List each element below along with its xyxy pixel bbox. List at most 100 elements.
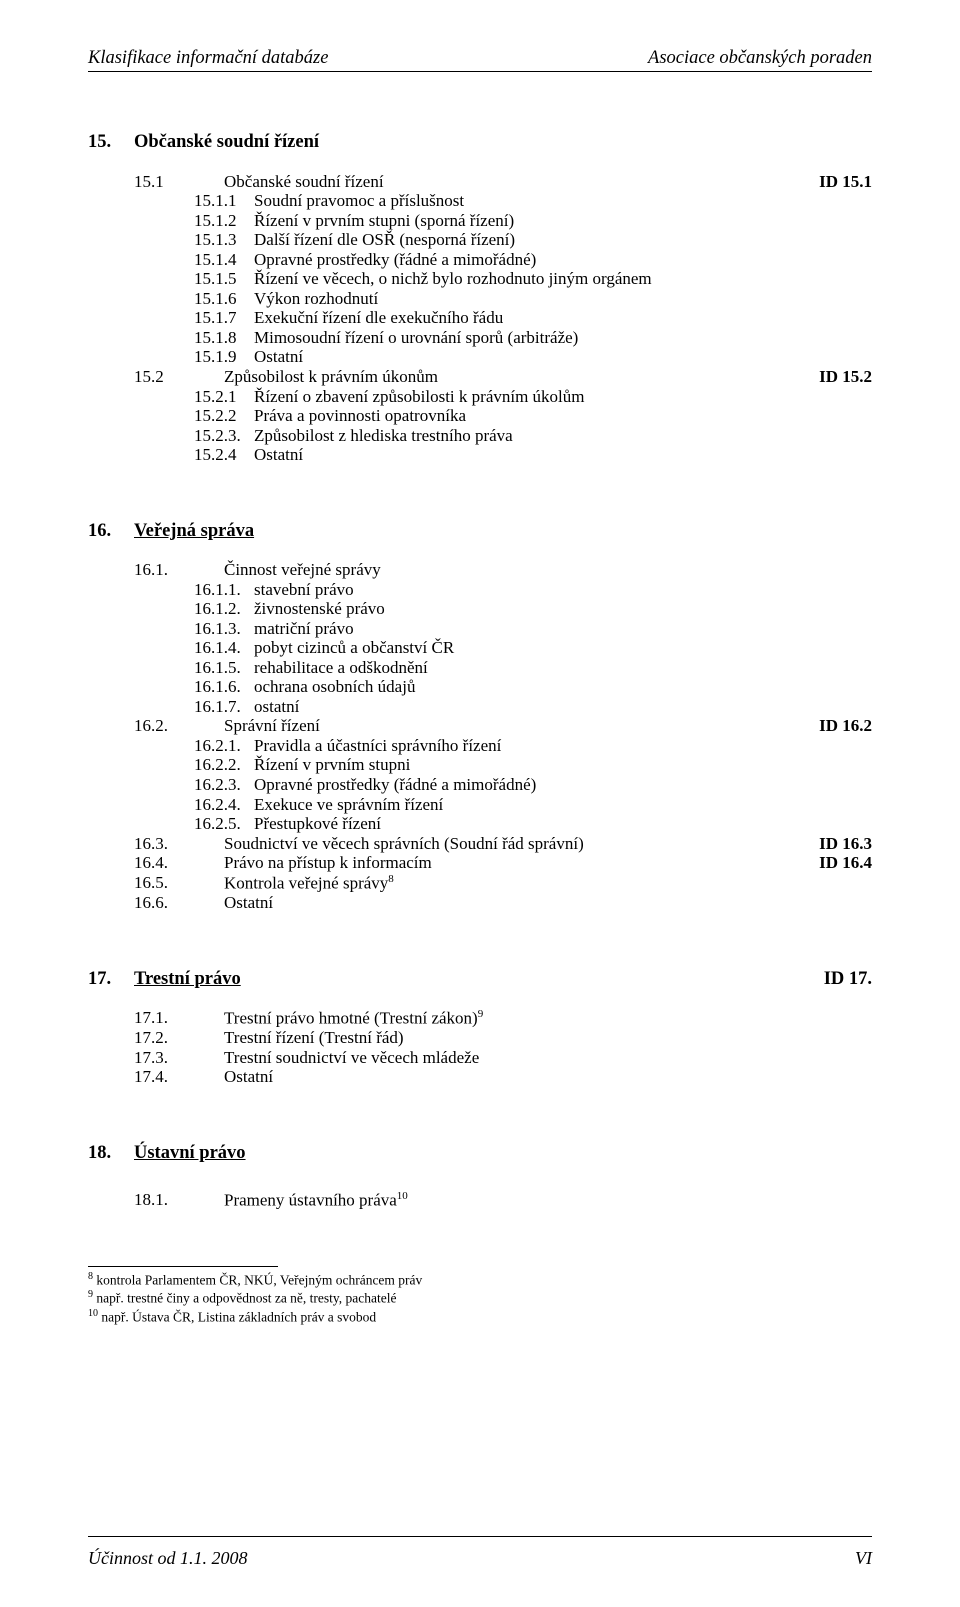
item-number: 15.1.5 [194, 269, 254, 289]
footnote: 9 např. trestné činy a odpovědnost za ně… [88, 1289, 872, 1307]
footnote-ref: 9 [478, 1008, 484, 1020]
item-text: Trestní právo hmotné (Trestní zákon)9 [224, 1008, 872, 1028]
footnote-ref: 10 [397, 1190, 408, 1202]
item-id: ID 15.2 [802, 367, 872, 387]
item-text: Způsobilost z hlediska trestního práva [254, 426, 872, 446]
item-text: Opravné prostředky (řádné a mimořádné) [254, 250, 872, 270]
item-number: 16.3. [134, 834, 224, 854]
list-item-l1: 17.2.Trestní řízení (Trestní řád) [134, 1028, 872, 1048]
list-item-l2: 15.2.1Řízení o zbavení způsobilosti k pr… [194, 387, 872, 407]
list-item-l2: 16.2.3.Opravné prostředky (řádné a mimoř… [194, 775, 872, 795]
item-number: 15.1.9 [194, 347, 254, 367]
item-text: Trestní řízení (Trestní řád) [224, 1028, 872, 1048]
list-item-l1: 17.4.Ostatní [134, 1067, 872, 1087]
list-item-l1: 16.3.Soudnictví ve věcech správních (Sou… [134, 834, 872, 854]
list-item-l2: 15.1.8Mimosoudní řízení o urovnání sporů… [194, 328, 872, 348]
item-id: ID 16.3 [802, 834, 872, 854]
item-text: Řízení o zbavení způsobilosti k právním … [254, 387, 872, 407]
item-text: Soudnictví ve věcech správních (Soudní ř… [224, 834, 802, 854]
list-item-l1: 18.1.Prameny ústavního práva10 [134, 1190, 872, 1210]
item-number: 17.2. [134, 1028, 224, 1048]
section-body: 17.1.Trestní právo hmotné (Trestní zákon… [134, 1008, 872, 1087]
item-number: 15.2.1 [194, 387, 254, 407]
header-rule [88, 71, 872, 72]
item-text: rehabilitace a odškodnění [254, 658, 872, 678]
section-title-text: Veřejná správa [134, 521, 254, 541]
item-number: 15.1.4 [194, 250, 254, 270]
list-item-l1: 17.3.Trestní soudnictví ve věcech mládež… [134, 1048, 872, 1068]
item-text: Výkon rozhodnutí [254, 289, 872, 309]
item-number: 15.2.2 [194, 406, 254, 426]
item-text: Způsobilost k právním úkonům [224, 367, 802, 387]
item-id: ID 16.4 [802, 853, 872, 873]
list-item-l1: 15.1Občanské soudní řízeníID 15.1 [134, 172, 872, 192]
item-number: 16.2.1. [194, 736, 254, 756]
item-text: Pravidla a účastníci správního řízení [254, 736, 872, 756]
item-text: Další řízení dle OSŘ (nesporná řízení) [254, 230, 872, 250]
footnote: 10 např. Ústava ČR, Listina základních p… [88, 1308, 872, 1326]
list-item-l2: 16.1.4.pobyt cizinců a občanství ČR [194, 638, 872, 658]
item-number: 17.1. [134, 1008, 224, 1028]
item-text: živnostenské právo [254, 599, 872, 619]
footnote-separator [88, 1266, 278, 1267]
section-number: 17. [88, 969, 134, 990]
header-right: Asociace občanských poraden [648, 48, 872, 69]
running-footer: Účinnost od 1.1. 2008 VI [88, 1548, 872, 1569]
item-number: 16.1.5. [194, 658, 254, 678]
item-text: Přestupkové řízení [254, 814, 872, 834]
list-item-l1: 16.6.Ostatní [134, 893, 872, 913]
list-item-l2: 16.1.6.ochrana osobních údajů [194, 677, 872, 697]
section-id: ID 17. [802, 969, 872, 990]
list-item-l1: 16.5.Kontrola veřejné správy8 [134, 873, 872, 893]
item-text: Řízení v prvním stupni (sporná řízení) [254, 211, 872, 231]
item-text: Exekuční řízení dle exekučního řádu [254, 308, 872, 328]
list-item-l2: 16.2.1.Pravidla a účastníci správního ří… [194, 736, 872, 756]
list-item-l1: 16.1.Činnost veřejné správy [134, 560, 872, 580]
item-number: 15.1 [134, 172, 224, 192]
item-number: 15.1.2 [194, 211, 254, 231]
list-item-l2: 16.2.5.Přestupkové řízení [194, 814, 872, 834]
list-item-l2: 15.1.4Opravné prostředky (řádné a mimořá… [194, 250, 872, 270]
list-item-l2: 16.1.3.matriční právo [194, 619, 872, 639]
list-item-l2: 15.1.7Exekuční řízení dle exekučního řád… [194, 308, 872, 328]
footnote-sup: 10 [88, 1308, 98, 1319]
footnote-sup: 8 [88, 1271, 93, 1282]
item-text: Mimosoudní řízení o urovnání sporů (arbi… [254, 328, 872, 348]
item-text: Řízení v prvním stupni [254, 755, 872, 775]
spacer [134, 1182, 872, 1190]
footnote-ref: 8 [388, 873, 394, 885]
section-title: 16.Veřejná správa [88, 521, 872, 542]
item-id: ID 15.1 [802, 172, 872, 192]
item-number: 15.1.8 [194, 328, 254, 348]
item-number: 16.1.4. [194, 638, 254, 658]
list-item-l2: 16.2.4.Exekuce ve správním řízení [194, 795, 872, 815]
footnote-sup: 9 [88, 1289, 93, 1300]
item-text: Exekuce ve správním řízení [254, 795, 872, 815]
item-number: 16.2.3. [194, 775, 254, 795]
item-number: 15.2 [134, 367, 224, 387]
section-title-text: Ústavní právo [134, 1143, 246, 1163]
list-item-l2: 16.1.7.ostatní [194, 697, 872, 717]
item-number: 16.1. [134, 560, 224, 580]
section-body: 16.1.Činnost veřejné správy16.1.1.staveb… [134, 560, 872, 913]
item-number: 15.1.3 [194, 230, 254, 250]
section-number: 15. [88, 132, 134, 153]
section-title-text: Trestní právo [134, 969, 241, 989]
item-text: Občanské soudní řízení [224, 172, 802, 192]
section-title: 17.Trestní právo ID 17. [88, 969, 872, 990]
list-item-l2: 15.1.1Soudní pravomoc a příslušnost [194, 191, 872, 211]
item-text: Právo na přístup k informacím [224, 853, 802, 873]
item-number: 16.4. [134, 853, 224, 873]
header-left: Klasifikace informační databáze [88, 48, 328, 69]
section-number: 18. [88, 1143, 134, 1164]
item-number: 15.2.3. [194, 426, 254, 446]
running-header: Klasifikace informační databáze Asociace… [88, 48, 872, 69]
item-text: Správní řízení [224, 716, 802, 736]
item-number: 16.1.6. [194, 677, 254, 697]
section-number: 16. [88, 521, 134, 542]
list-item-l2: 15.1.9Ostatní [194, 347, 872, 367]
list-item-l2: 16.1.5.rehabilitace a odškodnění [194, 658, 872, 678]
item-number: 16.5. [134, 873, 224, 893]
item-text: ostatní [254, 697, 872, 717]
item-text: Soudní pravomoc a příslušnost [254, 191, 872, 211]
